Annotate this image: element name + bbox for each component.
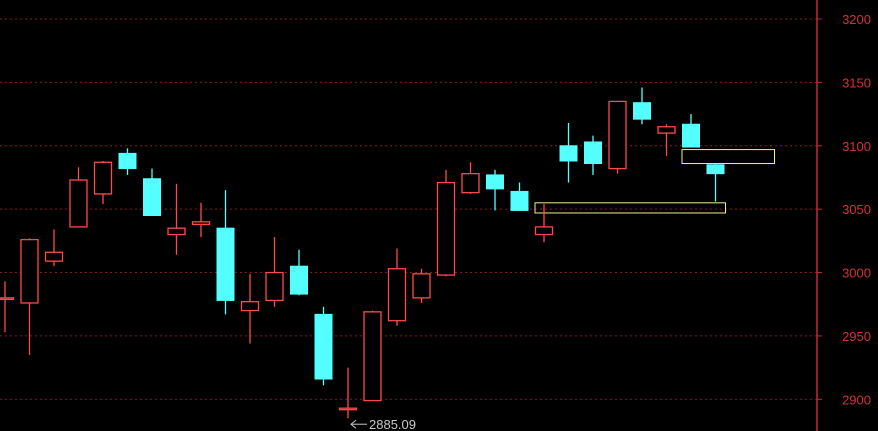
candle-body-up [363,311,382,402]
candle-body-up [265,271,284,302]
price-gridlines [0,18,817,400]
candle [240,273,260,344]
candle-body-up [338,407,358,411]
candle-body-down [290,265,308,295]
candle [436,169,456,277]
candle-body-up [461,173,480,194]
candle [93,160,113,205]
candle [461,162,480,194]
candle [216,190,235,315]
candle-body-down [510,190,529,211]
price-tick-label: 3200 [842,12,871,27]
candle-body-down [118,152,137,170]
candle-body-down [216,227,235,301]
candle [559,122,578,183]
candle-body-up [0,297,15,301]
candle [191,202,211,238]
candle-body-up [412,273,431,299]
candle-body-down [633,102,651,120]
candle-body-down [314,313,333,380]
candle [657,124,676,156]
candles [0,87,725,419]
candle-body-down [559,145,578,162]
candle [412,268,431,303]
candle-body-up [657,126,676,134]
candle [363,310,382,402]
range-box [681,149,775,165]
candle-body-up [20,238,39,304]
candle [534,204,554,243]
candle [387,248,407,326]
candle [143,168,161,216]
price-tick-label: 3050 [842,202,871,217]
annotation-arrow-head [350,419,357,429]
candle-body-down [584,141,602,165]
candle-body-up [167,227,186,236]
candle [0,281,15,333]
candle-body-up [608,100,627,170]
candle-body-up [69,179,88,228]
price-axis: 2900 2950 3000 3050 3100 3150 3200 [816,0,871,431]
candle [633,87,651,125]
candle [20,238,39,355]
range-box [534,202,726,214]
candle [44,229,64,267]
candle [486,169,504,211]
price-tick-label: 2900 [842,392,871,407]
candle-body-down [486,174,504,190]
annotations: 2885.09 [350,417,416,431]
price-tick-label: 3100 [842,139,871,154]
candle-body-up [93,161,113,195]
candle [290,249,308,296]
highlight-ranges [534,149,775,214]
candle-body-up [191,221,211,226]
annotation-low-label: 2885.09 [369,417,416,431]
candle [608,100,627,174]
candle [167,183,186,255]
candle [69,167,88,228]
price-tick-label: 3150 [842,75,871,90]
candle [584,135,602,175]
candle-body-up [240,301,260,312]
candle-body-down [143,178,161,216]
candle [510,182,529,211]
candle [682,114,700,148]
candle [314,306,333,386]
candle-body-up [534,226,554,236]
candle-body-up [44,251,64,262]
candle [265,237,284,307]
candle-body-up [387,268,407,322]
price-tick-label: 2950 [842,329,871,344]
candle-body-down [682,123,700,148]
candle-body-up [436,181,456,276]
candle [338,367,358,419]
price-tick-label: 3000 [842,266,871,281]
candle-body-down [706,164,725,175]
candle [118,148,137,175]
candle [706,163,725,202]
